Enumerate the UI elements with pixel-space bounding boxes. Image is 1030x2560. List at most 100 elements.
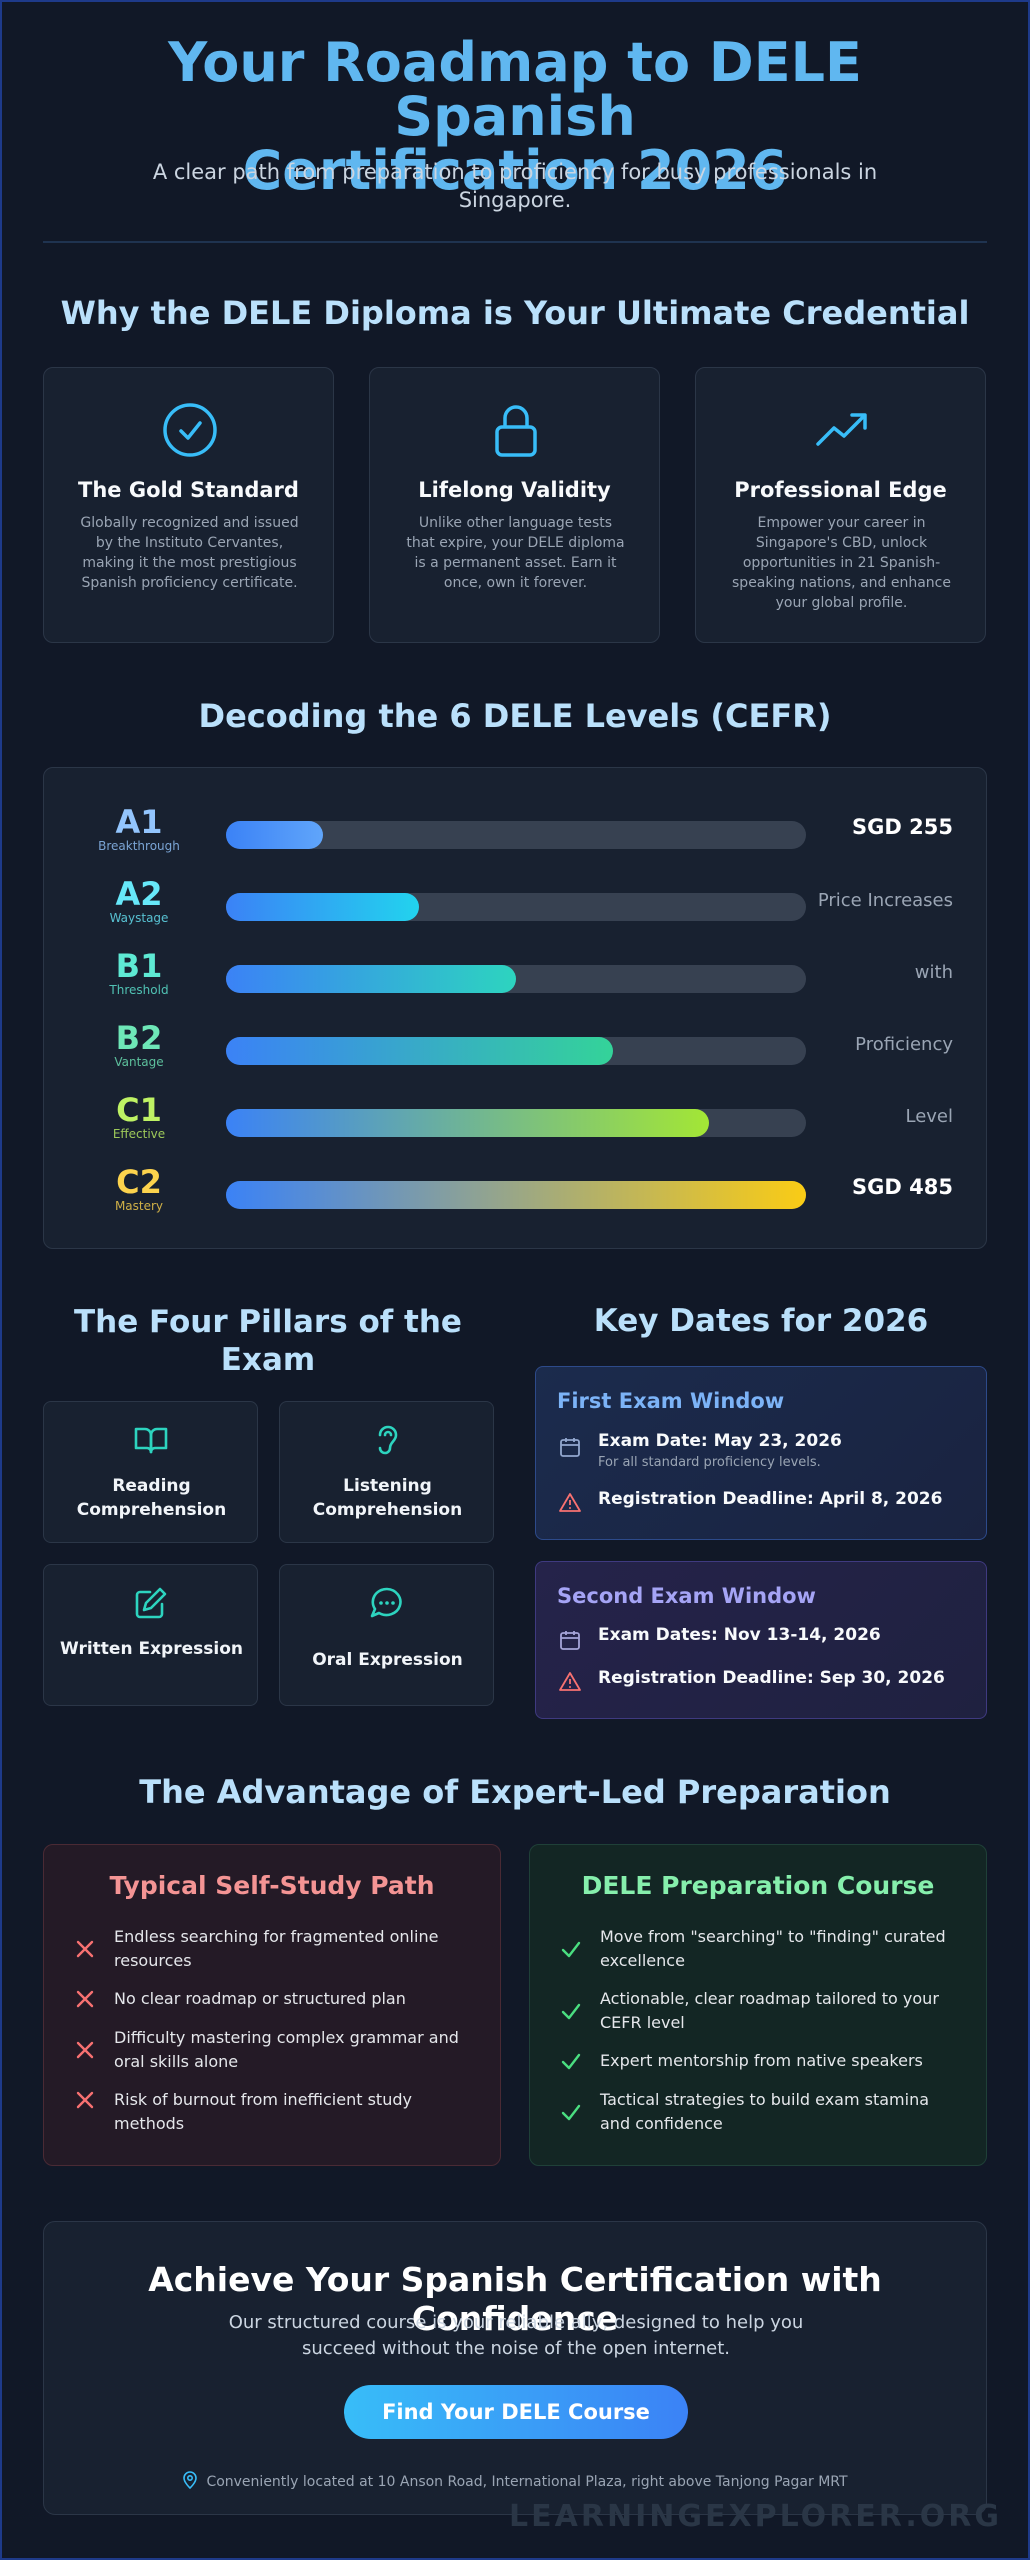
- x-mark-icon: [76, 2041, 94, 2059]
- level-name: Mastery: [114, 1199, 164, 1213]
- pillar-label: Oral Expression: [312, 1650, 463, 1670]
- level-price-note: Level: [905, 1106, 953, 1127]
- level-price-note: with: [914, 962, 953, 983]
- self-study-item: Endless searching for fragmented online …: [114, 1927, 439, 1970]
- course-title: DELE Preparation Course: [581, 1871, 935, 1900]
- watermark: LEARNINGEXPLORER.ORG: [509, 2499, 1002, 2534]
- pillar-label: Reading Comprehension: [76, 1476, 227, 1520]
- level-progress-track: [226, 821, 806, 849]
- pillar-listening: Listening Comprehension: [279, 1401, 494, 1543]
- check-mark-icon: [561, 2053, 581, 2070]
- x-mark-icon: [76, 2091, 94, 2109]
- level-price-note: Price Increases: [817, 890, 953, 911]
- pillar-label: Written Expression: [60, 1639, 243, 1659]
- cta-title: Achieve Your Spanish Certification with …: [148, 2260, 882, 2338]
- credential-card-lifelong-validity: Lifelong Validity Unlike other language …: [369, 367, 660, 643]
- credential-title: Professional Edge: [734, 478, 947, 502]
- self-study-item: Difficulty mastering complex grammar and…: [114, 2028, 459, 2071]
- level-row-c2: C2 Mastery SGD 485: [44, 1163, 988, 1223]
- course-item: Actionable, clear roadmap tailored to yo…: [600, 1989, 939, 2032]
- registration-deadline: Registration Deadline: Sep 30, 2026: [598, 1668, 945, 1688]
- second-exam-window-card: Second Exam Window Exam Dates: Nov 13-14…: [535, 1561, 987, 1719]
- location-line: Conveniently located at 10 Anson Road, I…: [44, 2471, 986, 2490]
- level-progress-fill: [226, 1037, 613, 1065]
- self-study-item: Risk of burnout from inefficient study m…: [114, 2090, 412, 2133]
- level-row-b1: B1 Threshold with: [44, 947, 988, 1007]
- self-study-item: No clear roadmap or structured plan: [114, 1989, 406, 2008]
- pillar-writing: Written Expression: [43, 1564, 258, 1706]
- pencil-icon: [135, 1587, 167, 1619]
- exam-date: Exam Date: May 23, 2026: [598, 1431, 842, 1451]
- level-price-note: Proficiency: [855, 1034, 953, 1055]
- level-price: SGD 255: [852, 815, 953, 839]
- hero-title-line-1: Your Roadmap to DELE Spanish: [168, 31, 862, 148]
- level-progress-fill: [226, 821, 323, 849]
- cta-panel: Achieve Your Spanish Certification with …: [43, 2221, 987, 2515]
- course-card: DELE Preparation Course Move from "searc…: [529, 1844, 987, 2166]
- level-progress-fill: [226, 1181, 806, 1209]
- level-code: B1: [115, 947, 163, 985]
- level-row-b2: B2 Vantage Proficiency: [44, 1019, 988, 1079]
- course-item: Expert mentorship from native speakers: [600, 2051, 923, 2070]
- credential-description: Empower your career in Singapore's CBD, …: [732, 515, 951, 611]
- exam-date-note: For all standard proficiency levels.: [598, 1455, 821, 1470]
- level-row-a2: A2 Waystage Price Increases: [44, 875, 988, 935]
- calendar-icon: [560, 1631, 580, 1650]
- registration-deadline: Registration Deadline: April 8, 2026: [598, 1489, 943, 1509]
- course-item: Tactical strategies to build exam stamin…: [600, 2090, 930, 2133]
- self-study-card: Typical Self-Study Path Endless searchin…: [43, 1844, 501, 2166]
- credential-title: The Gold Standard: [78, 478, 299, 502]
- credential-description: Unlike other language tests that expire,…: [406, 515, 625, 591]
- chat-bubble-icon: [370, 1587, 402, 1618]
- check-mark-icon: [561, 2104, 581, 2121]
- level-code: A2: [115, 875, 163, 913]
- pillars-section-title: The Four Pillars of the Exam: [74, 1304, 462, 1378]
- level-name: Breakthrough: [98, 839, 180, 853]
- pillar-reading: Reading Comprehension: [43, 1401, 258, 1543]
- trending-up-icon: [816, 413, 867, 446]
- book-icon: [134, 1427, 168, 1454]
- credential-card-professional-edge: Professional Edge Empower your career in…: [695, 367, 986, 643]
- calendar-icon: [560, 1438, 580, 1457]
- level-price: SGD 485: [852, 1175, 953, 1199]
- level-row-a1: A1 Breakthrough SGD 255: [44, 803, 988, 863]
- level-name: Effective: [112, 1127, 166, 1141]
- hero-title-line-2: Certification 2026: [242, 139, 788, 202]
- x-mark-icon: [76, 1940, 94, 1958]
- advantage-section-title: The Advantage of Expert-Led Preparation: [139, 1773, 891, 1811]
- location-text: Conveniently located at 10 Anson Road, I…: [206, 2474, 848, 2490]
- credential-title: Lifelong Validity: [418, 478, 611, 502]
- date-window-title: Second Exam Window: [557, 1584, 816, 1608]
- ear-icon: [378, 1425, 398, 1455]
- credential-card-gold-standard: The Gold Standard Globally recognized an…: [43, 367, 334, 643]
- level-code: C2: [116, 1163, 162, 1201]
- level-progress-track: [226, 965, 806, 993]
- credential-description: Globally recognized and issued by the In…: [80, 515, 299, 591]
- dates-section-title: Key Dates for 2026: [593, 1303, 929, 1339]
- level-progress-track: [226, 893, 806, 921]
- level-name: Waystage: [109, 911, 169, 925]
- check-circle-icon: [163, 403, 217, 457]
- hero-subtitle: A clear path from preparation to profici…: [152, 160, 878, 212]
- divider: [43, 241, 987, 243]
- x-mark-icon: [76, 1990, 94, 2008]
- levels-panel: A1 Breakthrough SGD 255 A2 Waystage Price Inc…: [43, 767, 987, 1249]
- level-progress-track: [226, 1181, 806, 1209]
- warning-icon: [559, 1493, 581, 1512]
- level-code: A1: [115, 803, 163, 841]
- level-progress-fill: [226, 965, 516, 993]
- level-name: Vantage: [114, 1055, 164, 1069]
- map-pin-icon: [183, 2471, 198, 2490]
- find-course-button[interactable]: Find Your DELE Course: [344, 2385, 688, 2439]
- pillar-oral: Oral Expression: [279, 1564, 494, 1706]
- check-mark-icon: [561, 2003, 581, 2020]
- date-window-title: First Exam Window: [557, 1389, 785, 1413]
- course-item: Move from "searching" to "finding" curat…: [600, 1927, 946, 1970]
- level-code: B2: [115, 1019, 163, 1057]
- self-study-title: Typical Self-Study Path: [109, 1871, 435, 1900]
- cta-subtitle: Our structured course is your reliable a…: [228, 2312, 804, 2359]
- level-code: C1: [116, 1091, 162, 1129]
- exam-date: Exam Dates: Nov 13-14, 2026: [598, 1625, 881, 1645]
- level-name: Threshold: [109, 983, 169, 997]
- level-progress-track: [226, 1109, 806, 1137]
